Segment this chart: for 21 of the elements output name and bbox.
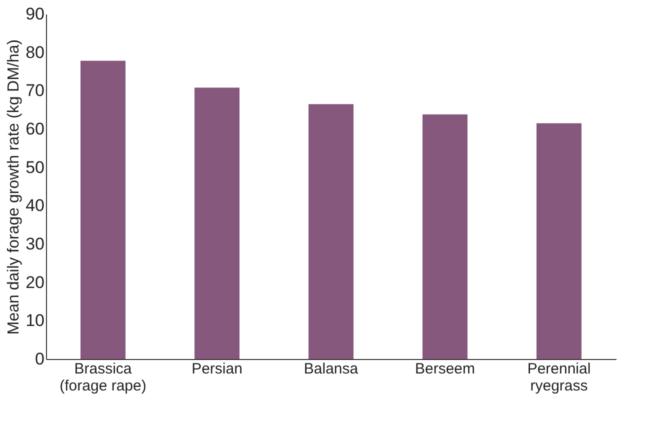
bar <box>422 114 468 359</box>
y-tick-label: 0 <box>35 350 44 368</box>
x-tick-label: Perennial ryegrass <box>527 360 591 394</box>
x-tick-label: Berseem <box>414 360 476 378</box>
y-tick-label: 40 <box>26 196 44 216</box>
x-tick-label: Balansa <box>304 360 359 378</box>
bar <box>536 123 582 359</box>
y-tick-label: 20 <box>26 272 44 292</box>
y-tick-label: 10 <box>26 311 44 330</box>
y-tick-label: 80 <box>26 42 44 62</box>
bar <box>308 104 354 359</box>
y-tick-label: 30 <box>26 234 44 254</box>
x-tick-label: Brassica (forage rape) <box>60 360 146 394</box>
y-tick-label: 50 <box>26 158 44 177</box>
y-tick-label: 90 <box>26 4 44 24</box>
y-axis-title: Mean daily forage growth rate (kg DM/ha) <box>6 39 23 335</box>
y-tick-label: 70 <box>26 81 44 100</box>
y-tick-label: 60 <box>26 120 44 138</box>
x-tick-label: Persian <box>192 360 242 378</box>
bar <box>194 88 240 359</box>
bar <box>80 60 126 359</box>
